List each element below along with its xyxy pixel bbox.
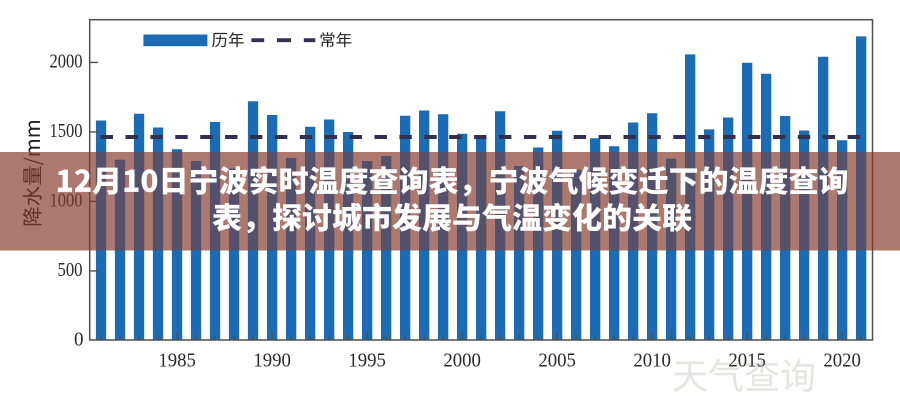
svg-text:2010: 2010 xyxy=(633,350,671,372)
svg-text:500: 500 xyxy=(58,259,83,281)
svg-text:2020: 2020 xyxy=(823,350,861,372)
svg-text:2015: 2015 xyxy=(728,350,766,372)
svg-text:1995: 1995 xyxy=(348,350,386,372)
svg-text:2005: 2005 xyxy=(538,350,576,372)
svg-text:2000: 2000 xyxy=(50,51,83,73)
svg-text:1985: 1985 xyxy=(158,350,196,372)
svg-text:1500: 1500 xyxy=(50,120,83,142)
svg-text:2000: 2000 xyxy=(443,350,481,372)
svg-text:0: 0 xyxy=(74,329,84,351)
svg-text:1990: 1990 xyxy=(253,350,291,372)
